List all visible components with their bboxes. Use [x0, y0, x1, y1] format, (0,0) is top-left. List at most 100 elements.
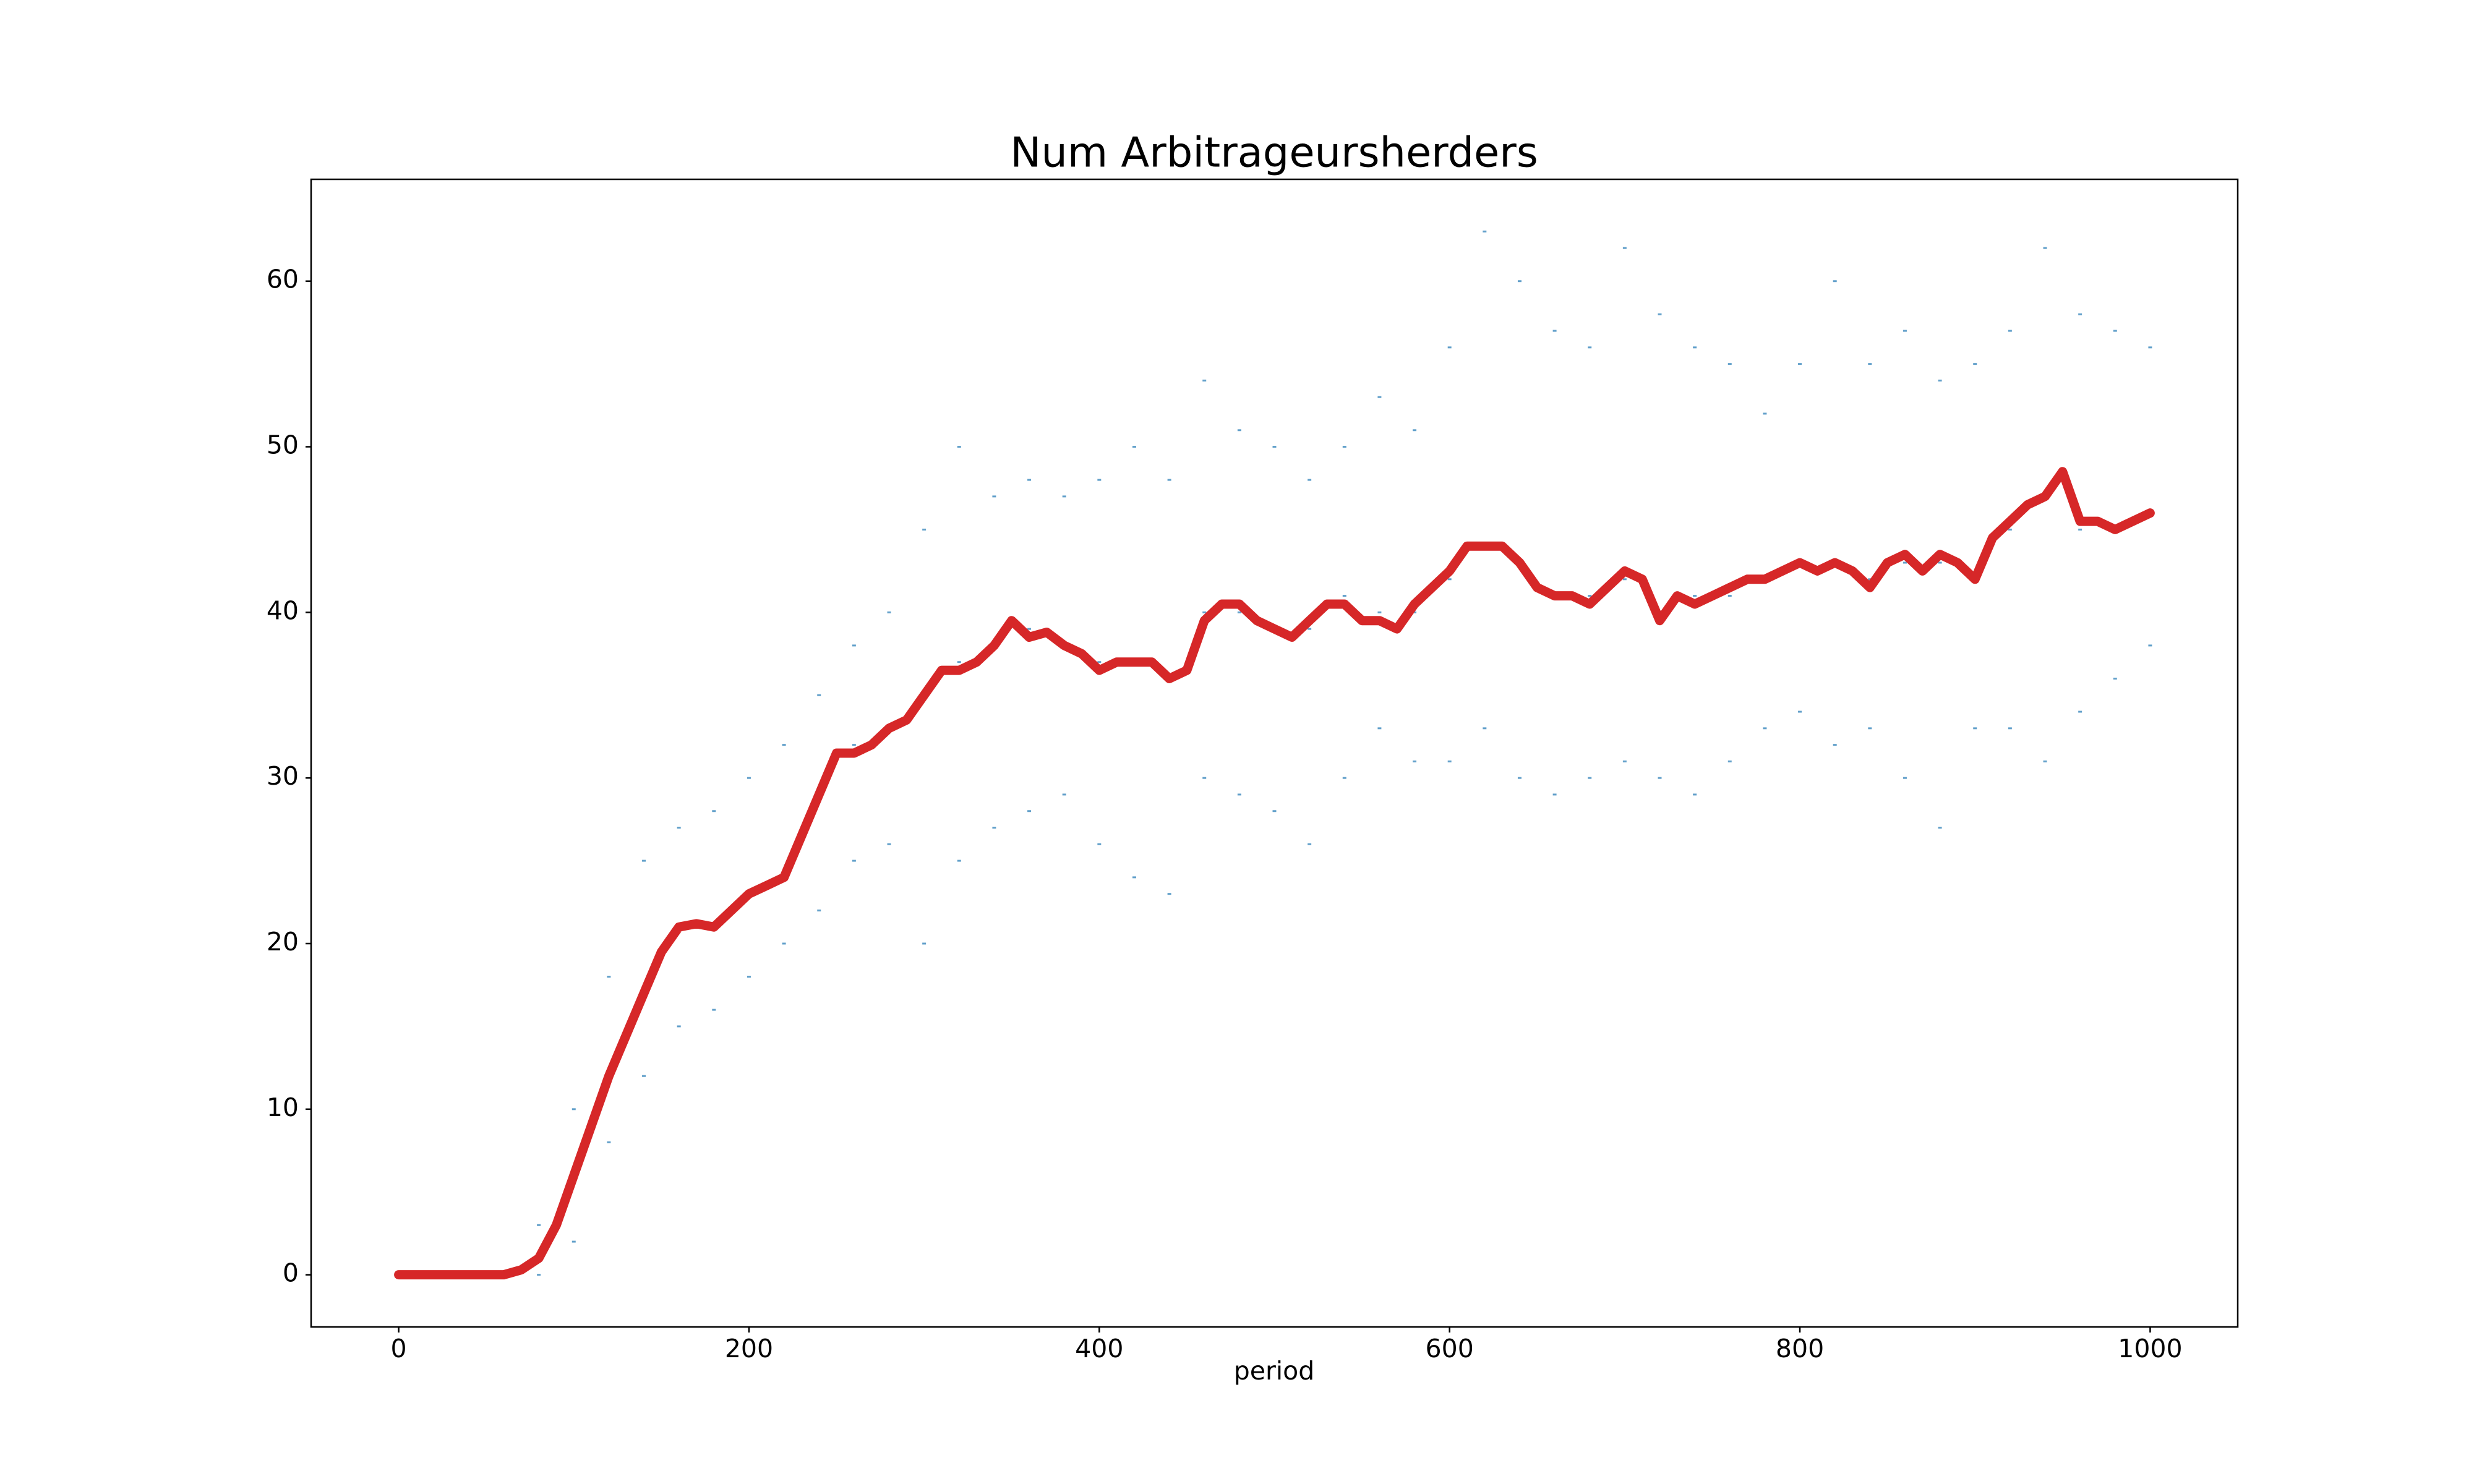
scatter-point — [1868, 578, 1872, 581]
scatter-point — [1237, 611, 1241, 613]
scatter-point — [2078, 710, 2082, 713]
scatter-point — [1413, 760, 1417, 762]
x-tick-label: 0 — [391, 1334, 407, 1363]
scatter-point — [1903, 330, 1907, 332]
scatter-point — [712, 810, 716, 812]
scatter-point — [1202, 379, 1207, 382]
scatter-point — [1062, 495, 1066, 498]
scatter-point — [1237, 793, 1241, 796]
x-tick-label: 800 — [1776, 1334, 1824, 1363]
y-tick-label: 50 — [267, 430, 299, 460]
scatter-point — [852, 744, 856, 746]
scatter-point — [1868, 363, 1872, 365]
scatter-point — [2148, 644, 2152, 647]
scatter-point — [1833, 280, 1837, 283]
scatter-point — [1447, 346, 1452, 349]
scatter-point — [1483, 230, 1487, 232]
scatter-point — [1517, 280, 1522, 283]
scatter-point — [607, 1141, 611, 1143]
scatter-point — [1377, 396, 1382, 398]
scatter-point — [1167, 893, 1171, 895]
scatter-point — [782, 942, 786, 945]
scatter-point — [1727, 760, 1732, 762]
x-tick-label: 1000 — [2118, 1334, 2182, 1363]
plot-area — [394, 230, 2155, 1280]
scatter-point — [1552, 330, 1557, 332]
scatter-point — [1132, 876, 1136, 879]
scatter-point — [782, 744, 786, 746]
scatter-point — [1693, 793, 1697, 796]
scatter-point — [677, 827, 681, 829]
scatter-point — [957, 661, 961, 663]
scatter-point — [957, 859, 961, 862]
scatter-point — [1308, 479, 1312, 481]
scatter-point — [1903, 777, 1907, 779]
scatter-point — [1237, 429, 1241, 432]
scatter-point — [1658, 777, 1662, 779]
scatter-point — [1588, 595, 1592, 597]
scatter-point — [1693, 595, 1697, 597]
scatter-point — [1027, 628, 1032, 630]
scatter-point — [1973, 363, 1977, 365]
scatter-point — [677, 1025, 681, 1028]
scatter-point — [1342, 595, 1346, 597]
scatter-point — [1938, 561, 1942, 564]
scatter-point — [887, 611, 891, 613]
scatter-point — [887, 843, 891, 845]
scatter-point — [2008, 528, 2012, 531]
scatter-point — [1413, 611, 1417, 613]
scatter-point — [1658, 313, 1662, 315]
scatter-point — [2078, 528, 2082, 531]
scatter-point — [607, 976, 611, 978]
scatter-point — [817, 694, 821, 696]
scatter-point — [992, 827, 996, 829]
scatter-point — [1027, 810, 1032, 812]
scatter-point — [1763, 412, 1767, 415]
scatter-point — [922, 942, 927, 945]
scatter-point — [1938, 379, 1942, 382]
x-tick-label: 200 — [725, 1334, 773, 1363]
scatter-point — [571, 1108, 576, 1111]
scatter-point — [1727, 595, 1732, 597]
scatter-point — [1062, 793, 1066, 796]
scatter-point — [1622, 247, 1627, 249]
y-tick-label: 60 — [267, 265, 299, 294]
scatter-point — [2148, 346, 2152, 349]
y-tick-label: 0 — [283, 1258, 299, 1288]
y-tick-label: 30 — [267, 761, 299, 791]
scatter-point — [2043, 247, 2047, 249]
scatter-point — [852, 859, 856, 862]
scatter-point — [992, 495, 996, 498]
scatter-point — [1763, 727, 1767, 730]
scatter-point — [2043, 760, 2047, 762]
scatter-point — [1552, 793, 1557, 796]
line-series — [394, 467, 2155, 1280]
x-tick-label: 600 — [1426, 1334, 1474, 1363]
scatter-point — [1097, 479, 1102, 481]
scatter-point — [1798, 710, 1802, 713]
scatter-point — [1308, 843, 1312, 845]
scatter-point — [2113, 330, 2117, 332]
scatter-point — [1447, 578, 1452, 581]
scatter-point — [1622, 578, 1627, 581]
scatter-point — [642, 1075, 646, 1077]
scatter-point — [1413, 429, 1417, 432]
scatter-point — [1202, 611, 1207, 613]
scatter-point — [1447, 760, 1452, 762]
x-axis-label: period — [1234, 1356, 1315, 1386]
scatter-point — [1202, 777, 1207, 779]
scatter-point — [1342, 777, 1346, 779]
scatter-point — [1588, 777, 1592, 779]
scatter-point — [1727, 363, 1732, 365]
scatter-point — [922, 528, 927, 531]
scatter-point — [1027, 479, 1032, 481]
scatter-point — [817, 909, 821, 911]
scatter-point — [1167, 479, 1171, 481]
scatter-point — [1097, 661, 1102, 663]
y-tick-label: 20 — [267, 927, 299, 957]
scatter-point — [2008, 330, 2012, 332]
scatter-point — [1272, 446, 1277, 448]
scatter-point — [1377, 611, 1382, 613]
scatter-point — [1517, 777, 1522, 779]
